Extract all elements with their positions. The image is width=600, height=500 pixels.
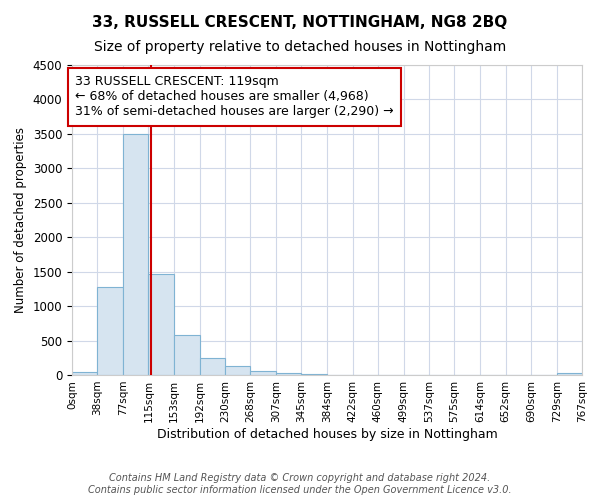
- Bar: [301, 374, 328, 375]
- Bar: [97, 287, 123, 375]
- Text: 33, RUSSELL CRESCENT, NOTTINGHAM, NG8 2BQ: 33, RUSSELL CRESCENT, NOTTINGHAM, NG8 2B…: [92, 15, 508, 30]
- Text: Size of property relative to detached houses in Nottingham: Size of property relative to detached ho…: [94, 40, 506, 54]
- Bar: [72, 372, 97, 375]
- Bar: [225, 366, 250, 375]
- Bar: [200, 358, 225, 375]
- Bar: [174, 336, 200, 375]
- Text: 33 RUSSELL CRESCENT: 119sqm
← 68% of detached houses are smaller (4,968)
31% of : 33 RUSSELL CRESCENT: 119sqm ← 68% of det…: [76, 76, 394, 118]
- Bar: [276, 374, 301, 375]
- X-axis label: Distribution of detached houses by size in Nottingham: Distribution of detached houses by size …: [157, 428, 497, 440]
- Bar: [557, 373, 582, 375]
- Bar: [148, 274, 174, 375]
- Text: Contains HM Land Registry data © Crown copyright and database right 2024.
Contai: Contains HM Land Registry data © Crown c…: [88, 474, 512, 495]
- Bar: [123, 134, 148, 375]
- Bar: [250, 371, 276, 375]
- Y-axis label: Number of detached properties: Number of detached properties: [14, 127, 27, 313]
